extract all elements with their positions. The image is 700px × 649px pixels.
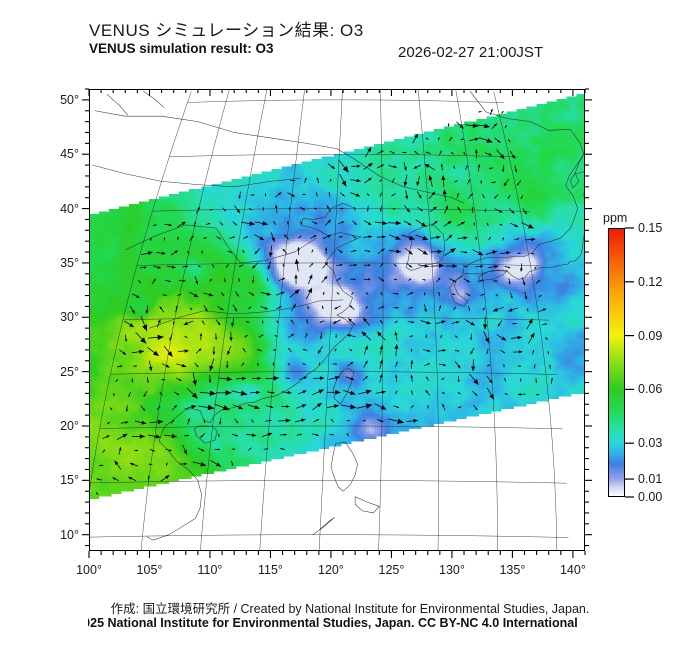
y-tick-label: 25°: [60, 364, 79, 379]
colorbar: [608, 228, 625, 497]
timestamp-label: 2026-02-27 21:00JST: [398, 44, 544, 61]
y-tick-label: 50°: [60, 92, 79, 107]
footer-license-line: ©2025 National Institute for Environment…: [88, 616, 578, 630]
x-tick-label: 100°: [76, 563, 102, 577]
x-tick-label: 110°: [197, 563, 223, 577]
x-tick-label: 105°: [136, 563, 163, 577]
y-tick-label: 20°: [60, 418, 79, 433]
colorbar-tick-label: 0.06: [638, 382, 663, 397]
x-tick-label: 140°: [559, 563, 586, 577]
page-title-japanese: VENUS シミュレーション結果: O3: [89, 21, 364, 40]
y-tick-label: 40°: [60, 201, 79, 216]
colorbar-tick-label: 0.12: [638, 274, 663, 289]
x-tick-label: 135°: [499, 563, 526, 577]
y-tick-label: 15°: [60, 473, 79, 488]
x-tick-label: 115°: [257, 563, 283, 577]
page-title-english: VENUS simulation result: O3: [89, 41, 274, 56]
y-tick-label: 10°: [60, 527, 79, 542]
footer-license-clip: ©2025 National Institute for Environment…: [88, 616, 600, 636]
colorbar-tick-label: 0.00: [638, 490, 663, 504]
y-tick-label: 35°: [60, 255, 79, 270]
colorbar-unit-label: ppm: [603, 211, 628, 225]
y-tick-label: 30°: [60, 310, 79, 325]
x-tick-label: 130°: [438, 563, 465, 577]
colorbar-gradient: [608, 228, 625, 497]
x-tick-label: 120°: [318, 563, 344, 577]
x-tick-label: 125°: [378, 563, 405, 577]
colorbar-tick-label: 0.03: [638, 436, 663, 451]
map-plot: [89, 89, 585, 551]
colorbar-tick-label: 0.15: [638, 221, 663, 235]
map-canvas: [89, 89, 585, 551]
y-tick-label: 45°: [60, 147, 79, 162]
colorbar-tick-label: 0.09: [638, 328, 663, 343]
colorbar-tick-label: 0.01: [638, 472, 663, 487]
footer-credit-line: 作成: 国立環境研究所 / Created by National Instit…: [110, 602, 590, 616]
